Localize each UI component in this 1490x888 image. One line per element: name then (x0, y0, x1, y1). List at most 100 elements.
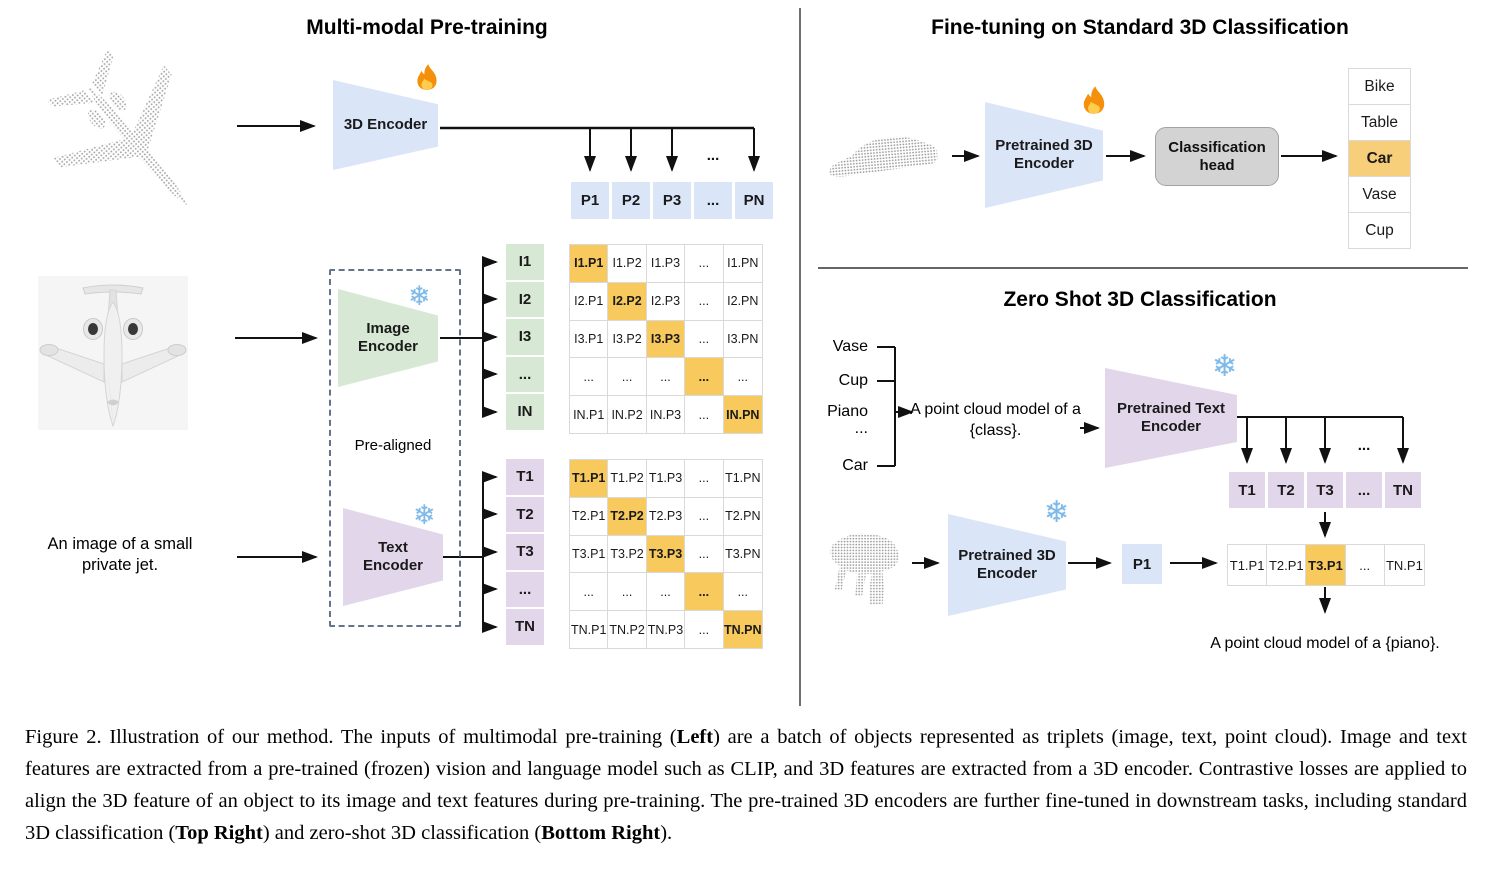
caption-segment: Figure 2. Illustration of our method. Th… (25, 726, 677, 748)
connector-lines: ... ... (235, 8, 1468, 706)
t-matrix-cell: T1.PN (723, 460, 762, 498)
caption-segment: ). (660, 821, 673, 844)
text-feature-row: T1 T2 T3... TN (1229, 472, 1421, 508)
i-matrix-cell: IN.P3 (647, 396, 686, 433)
t-matrix-cell: TN.PN (723, 611, 762, 648)
classification-head-label: Classification head (1168, 138, 1266, 174)
t-matrix-cell: T2.P1 (570, 497, 609, 536)
t-matrix-cell: ... (685, 497, 724, 536)
snowflake-icon: ❄ (413, 500, 436, 531)
prompt-text: A point cloud model of a {class}. (910, 401, 1081, 439)
t-matrix-cell: T2.P3 (646, 497, 686, 536)
car-point-cloud (829, 136, 938, 177)
i-matrix-cell: I3.PN (723, 321, 762, 359)
p-cell: ... (694, 182, 732, 219)
t-matrix-cell: TN.P1 (570, 611, 609, 648)
snowflake-icon: ❄ (408, 281, 431, 312)
zeroshot-class-label: ... (854, 420, 868, 437)
piano-point-cloud (830, 533, 899, 606)
i-matrix-cell: I1.PN (723, 245, 762, 283)
zs-t-cell: T1 (1229, 472, 1265, 508)
caption-bold-segment: Bottom Right (541, 821, 661, 844)
pretrained-3d-encoder-label: Pretrained 3D Encoder (995, 137, 1093, 172)
t-matrix-cell: T3.PN (723, 536, 762, 574)
similarity-result-row: T1.P1 T2.P1 T3.P1... TN.P1 (1227, 544, 1425, 586)
caption-segment: ) and zero-shot 3D classification ( (262, 821, 542, 844)
zeroshot-class-label: Piano (827, 403, 868, 420)
i-matrix-cell: I2.P3 (646, 282, 686, 321)
snowflake-icon: ❄ (1212, 349, 1238, 384)
private-jet-image (38, 276, 188, 430)
text-feature-labels: T1 T2 T3... TN (506, 459, 544, 645)
finetune-title: Fine-tuning on Standard 3D Classificatio… (931, 16, 1349, 39)
i-matrix-cell: IN.PN (723, 396, 762, 433)
zeroshot-class-label: Cup (838, 372, 868, 389)
i-matrix-cell: ... (723, 358, 762, 397)
t-label-cell: T1 (506, 459, 544, 495)
i-matrix-cell: I2.P1 (570, 282, 609, 321)
i-matrix-cell: I2.PN (723, 283, 762, 321)
i-matrix-cell: I3.P3 (646, 320, 686, 359)
zs-result-cell: T2.P1 (1267, 545, 1307, 585)
i-matrix-cell: ... (685, 320, 724, 359)
t-matrix-cell: TN.P2 (608, 611, 647, 648)
t-matrix-cell: ... (685, 460, 724, 498)
output-text: A point cloud model of a {piano}. (1210, 635, 1440, 652)
fire-icon (1083, 86, 1105, 114)
class-prediction-list: Bike Table Car Vase Cup (1348, 68, 1411, 249)
t-matrix-cell: ... (685, 573, 724, 612)
zs-t-cell: T3 (1307, 472, 1343, 508)
branch-ellipsis-left: ... (707, 147, 720, 164)
i-matrix-cell: I1.P1 (570, 245, 609, 283)
zs-t-cell: ... (1346, 472, 1382, 508)
zs-result-cell: T3.P1 (1306, 545, 1346, 585)
t-matrix-cell: ... (685, 611, 724, 648)
t-matrix-cell: TN.P3 (647, 611, 686, 648)
i-matrix-cell: ... (685, 358, 724, 397)
class-cell: Bike (1348, 68, 1411, 105)
i-matrix-cell: I1.P2 (608, 245, 647, 283)
classification-head-block: Classification head (1155, 127, 1279, 186)
t-matrix-cell: T2.PN (723, 498, 762, 536)
t-matrix-cell: T1.P1 (570, 460, 609, 498)
zeroshot-title: Zero Shot 3D Classification (1003, 288, 1277, 311)
i-label-cell: I3 (506, 319, 544, 355)
zs-result-cell: T1.P1 (1228, 545, 1268, 585)
fire-icon (417, 64, 437, 90)
t-label-cell: ... (506, 571, 544, 607)
text-point-similarity-matrix: T1.P1 T1.P2 T1.P3... T1.PN T2.P1 T2.P2 T2.P3..… (569, 459, 763, 649)
class-cell: Vase (1348, 176, 1411, 213)
i-label-cell: ... (506, 356, 544, 392)
t-matrix-cell: T1.P3 (646, 460, 686, 498)
caption-bold-segment: Top Right (175, 821, 263, 844)
snowflake-icon: ❄ (1044, 495, 1070, 530)
t-matrix-cell: T1.P2 (608, 460, 647, 498)
t-matrix-cell: ... (723, 573, 762, 612)
image-feature-labels: I1 I2 I3... IN (506, 244, 544, 430)
i-label-cell: IN (506, 394, 544, 430)
zs-result-cell: TN.P1 (1385, 557, 1423, 573)
i-matrix-cell: ... (570, 358, 609, 397)
zs-t-cell: TN (1385, 472, 1421, 508)
caption-segment: ) are a batch of objects represented as … (25, 726, 1467, 844)
i-matrix-cell: I3.P1 (570, 320, 609, 359)
i-label-cell: I1 (506, 244, 544, 280)
t-matrix-cell: T2.P2 (608, 497, 647, 536)
i-matrix-cell: I1.P3 (646, 245, 686, 283)
caption-bold-segment: Left (676, 726, 714, 748)
p-feature-row: P1 P2 P3... PN (571, 182, 773, 219)
t-matrix-cell: ... (646, 573, 686, 612)
image-encoder-label: Image Encoder (357, 320, 418, 355)
airplane-point-cloud (46, 48, 188, 206)
zeroshot-class-label: Vase (832, 338, 868, 355)
t-matrix-cell: T3.P2 (608, 535, 647, 574)
i-matrix-cell: ... (685, 282, 724, 321)
p-cell: P1 (571, 182, 609, 219)
figure-caption: Figure 2. Illustration of our method. Th… (25, 722, 1467, 850)
pretrained-text-encoder-label: Pretrained Text Encoder (1116, 400, 1226, 435)
image-point-similarity-matrix: I1.P1 I1.P2 I1.P3... I1.PN I2.P1 I2.P2 I2.P3..… (569, 244, 763, 434)
t-matrix-cell: T3.P1 (570, 535, 609, 574)
pre-aligned-box (329, 269, 461, 627)
i-matrix-cell: IN.P2 (608, 396, 647, 433)
